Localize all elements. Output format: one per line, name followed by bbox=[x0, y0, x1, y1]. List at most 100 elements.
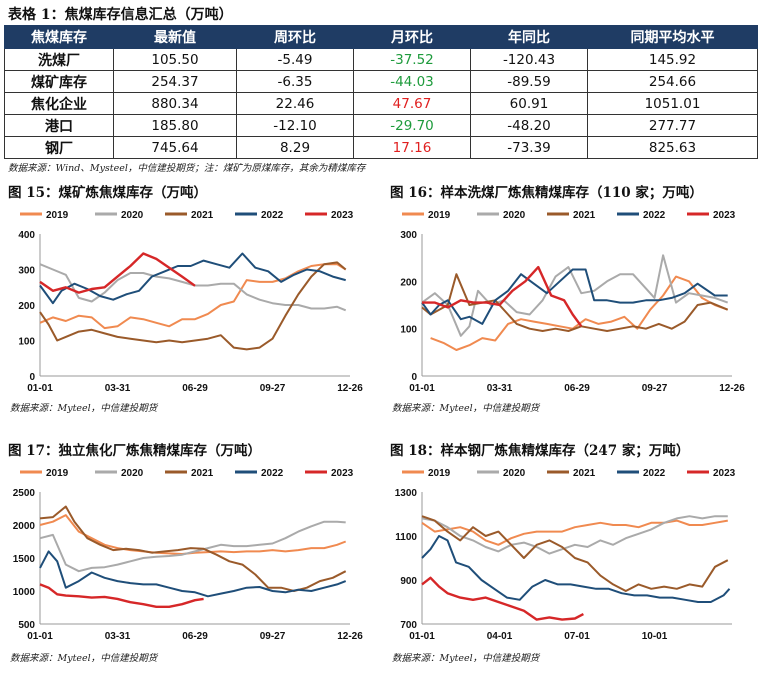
y-tick-label: 2500 bbox=[13, 488, 36, 499]
legend-label-2021: 2021 bbox=[191, 468, 214, 479]
legend-label-2021: 2021 bbox=[191, 210, 214, 221]
series-line-2022 bbox=[421, 268, 728, 325]
cell-yoy: -73.39 bbox=[470, 136, 588, 159]
series-line-2020 bbox=[421, 515, 728, 555]
series-line-2022 bbox=[39, 550, 347, 598]
x-tick-label: 01-01 bbox=[27, 383, 53, 394]
chart17-title: 图 17：独立焦化厂炼焦精煤库存（万吨） bbox=[8, 443, 261, 459]
series-line-2022 bbox=[421, 535, 731, 603]
y-tick-label: 100 bbox=[18, 337, 35, 348]
chart-steel-mill-inventory: 2019 2020 2021 2022 2023 700 900 1100 1300 01-01 0… bbox=[395, 468, 736, 642]
series-line-2023 bbox=[421, 576, 584, 621]
legend-label-2023: 2023 bbox=[713, 210, 736, 221]
cell-latest: 185.80 bbox=[113, 114, 237, 137]
chart-washery-inventory: 2019 2020 2021 2022 2023 0 100 200 300 01-01 03-31… bbox=[400, 210, 745, 394]
legend-label-2020: 2020 bbox=[121, 210, 144, 221]
row-label: 焦化企业 bbox=[4, 92, 114, 115]
y-tick-label: 200 bbox=[18, 301, 35, 312]
cell-avg: 1051.01 bbox=[587, 92, 758, 115]
legend-label-2019: 2019 bbox=[46, 468, 69, 479]
row-label: 煤矿库存 bbox=[4, 70, 114, 93]
y-tick-label: 300 bbox=[18, 266, 35, 277]
chart16-title: 图 16：样本洗煤厂炼焦精煤库存（110 家；万吨） bbox=[390, 185, 703, 201]
x-tick-label: 09-27 bbox=[260, 631, 286, 642]
legend-label-2019: 2019 bbox=[46, 210, 69, 221]
cell-latest: 880.34 bbox=[113, 92, 237, 115]
y-tick-label: 400 bbox=[18, 230, 35, 241]
cell-mom: -29.70 bbox=[353, 114, 471, 137]
y-tick-label: 0 bbox=[29, 372, 35, 383]
legend-label-2019: 2019 bbox=[428, 468, 451, 479]
legend-label-2021: 2021 bbox=[573, 468, 596, 479]
cell-yoy: -89.59 bbox=[470, 70, 588, 93]
row-label: 洗煤厂 bbox=[4, 48, 114, 71]
header-avg: 同期平均水平 bbox=[587, 25, 758, 49]
cell-wow: -6.35 bbox=[236, 70, 354, 93]
series-line-2019 bbox=[39, 263, 347, 330]
cell-avg: 277.77 bbox=[587, 114, 758, 137]
cell-wow: -12.10 bbox=[236, 114, 354, 137]
x-tick-label: 12-26 bbox=[337, 631, 363, 642]
row-label: 钢厂 bbox=[4, 136, 114, 159]
chart18-source: 数据来源：Myteel，中信建投期货 bbox=[392, 653, 540, 664]
cell-latest: 105.50 bbox=[113, 48, 237, 71]
series-line-2023 bbox=[39, 252, 196, 294]
header-yoy: 年同比 bbox=[470, 25, 588, 49]
x-tick-label: 01-01 bbox=[27, 631, 53, 642]
cell-latest: 745.64 bbox=[113, 136, 237, 159]
header-wow: 周环比 bbox=[236, 25, 354, 49]
legend-label-2022: 2022 bbox=[643, 210, 666, 221]
cell-wow: 22.46 bbox=[236, 92, 354, 115]
series-line-2020 bbox=[39, 520, 346, 573]
chart15-source: 数据来源：Myteel，中信建投期货 bbox=[10, 403, 158, 414]
table-note: 数据来源：Wind、Mysteel，中信建投期货；注：煤矿为原煤库存，其余为精煤… bbox=[8, 163, 366, 174]
x-tick-label: 03-31 bbox=[105, 631, 131, 642]
table-row: 洗煤厂 105.50 -5.49 -37.52 -120.43 145.92 bbox=[4, 48, 758, 71]
chart-coal-mine-inventory: 2019 2020 2021 2022 2023 0 100 200 300 400 01-01 03… bbox=[18, 210, 363, 394]
series-line-2022 bbox=[39, 252, 346, 305]
x-tick-label: 01-01 bbox=[409, 383, 435, 394]
table-row: 焦化企业 880.34 22.46 47.67 60.91 1051.01 bbox=[4, 92, 758, 115]
cell-avg: 825.63 bbox=[587, 136, 758, 159]
chart-coking-plant-inventory: 2019 2020 2021 2022 2023 500 1000 1500 2000 2500 0… bbox=[13, 468, 363, 642]
legend-label-2022: 2022 bbox=[261, 468, 284, 479]
inventory-summary-table: 焦煤库存 最新值 周环比 月环比 年同比 同期平均水平 洗煤厂 105.50 -5.… bbox=[4, 25, 758, 159]
legend-label-2020: 2020 bbox=[503, 210, 526, 221]
series-line-2019 bbox=[39, 514, 347, 555]
x-tick-label: 06-29 bbox=[564, 383, 590, 394]
series-line-2023 bbox=[39, 583, 204, 609]
table-title: 表格 1：焦煤库存信息汇总（万吨） bbox=[8, 7, 233, 23]
x-tick-label: 12-26 bbox=[719, 383, 745, 394]
chart16-source: 数据来源：Myteel，中信建投期货 bbox=[392, 403, 540, 414]
y-tick-label: 1500 bbox=[13, 554, 36, 565]
y-tick-label: 200 bbox=[400, 277, 417, 288]
cell-latest: 254.37 bbox=[113, 70, 237, 93]
y-tick-label: 500 bbox=[18, 620, 35, 631]
table-row: 港口 185.80 -12.10 -29.70 -48.20 277.77 bbox=[4, 114, 758, 137]
x-tick-label: 12-26 bbox=[337, 383, 363, 394]
cell-wow: 8.29 bbox=[236, 136, 354, 159]
y-tick-label: 300 bbox=[400, 230, 417, 241]
y-tick-label: 0 bbox=[411, 372, 417, 383]
header-latest: 最新值 bbox=[113, 25, 237, 49]
series-line-2021 bbox=[39, 505, 347, 592]
y-tick-label: 1100 bbox=[395, 532, 417, 543]
legend-label-2022: 2022 bbox=[261, 210, 284, 221]
series-line-2021 bbox=[421, 273, 729, 332]
series-line-2021 bbox=[39, 261, 347, 351]
x-tick-label: 01-01 bbox=[409, 631, 435, 642]
cell-mom: 47.67 bbox=[353, 92, 471, 115]
series-line-2023 bbox=[422, 265, 583, 328]
header-mom: 月环比 bbox=[353, 25, 471, 49]
x-tick-label: 10-01 bbox=[642, 631, 668, 642]
y-tick-label: 100 bbox=[400, 325, 417, 336]
cell-mom: 17.16 bbox=[353, 136, 471, 159]
legend-label-2023: 2023 bbox=[713, 468, 736, 479]
cell-mom: -44.03 bbox=[353, 70, 471, 93]
legend-label-2023: 2023 bbox=[331, 210, 354, 221]
header-category: 焦煤库存 bbox=[4, 25, 114, 49]
x-tick-label: 03-31 bbox=[105, 383, 131, 394]
chart18-title: 图 18：样本钢厂炼焦精煤库存（247 家；万吨） bbox=[390, 443, 690, 459]
x-tick-label: 06-29 bbox=[182, 631, 208, 642]
chart15-title: 图 15：煤矿炼焦煤库存（万吨） bbox=[8, 185, 207, 201]
